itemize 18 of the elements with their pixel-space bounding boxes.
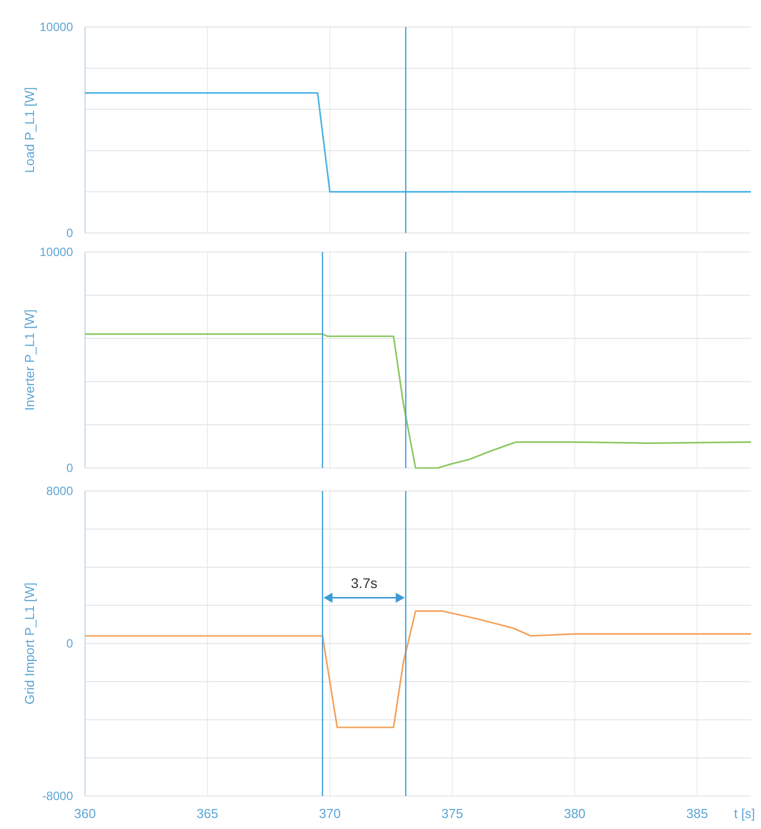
y-tick-label: 0 — [66, 226, 74, 240]
x-axis-title: t [s] — [734, 806, 755, 821]
x-tick-label: 370 — [319, 806, 341, 821]
y-axis-title: Load P_L1 [W] — [22, 87, 37, 173]
y-tick-label: 8000 — [46, 484, 74, 498]
x-tick-label: 365 — [196, 806, 218, 821]
y-tick-label: 10000 — [40, 245, 74, 260]
y-axis-title: Inverter P_L1 [W] — [22, 309, 37, 411]
y-tick-label: 0 — [66, 636, 74, 651]
y-tick-label: -8000 — [42, 789, 74, 804]
y-axis-title: Grid Import P_L1 [W] — [22, 582, 37, 705]
x-tick-label: 360 — [74, 806, 96, 821]
annotation: 3.7s — [350, 574, 378, 591]
x-tick-label: 385 — [686, 806, 708, 821]
y-tick-label: 10000 — [40, 20, 74, 34]
x-tick-label: 380 — [564, 806, 586, 821]
y-tick-label: 0 — [66, 461, 74, 476]
x-tick-label: 375 — [441, 806, 464, 821]
